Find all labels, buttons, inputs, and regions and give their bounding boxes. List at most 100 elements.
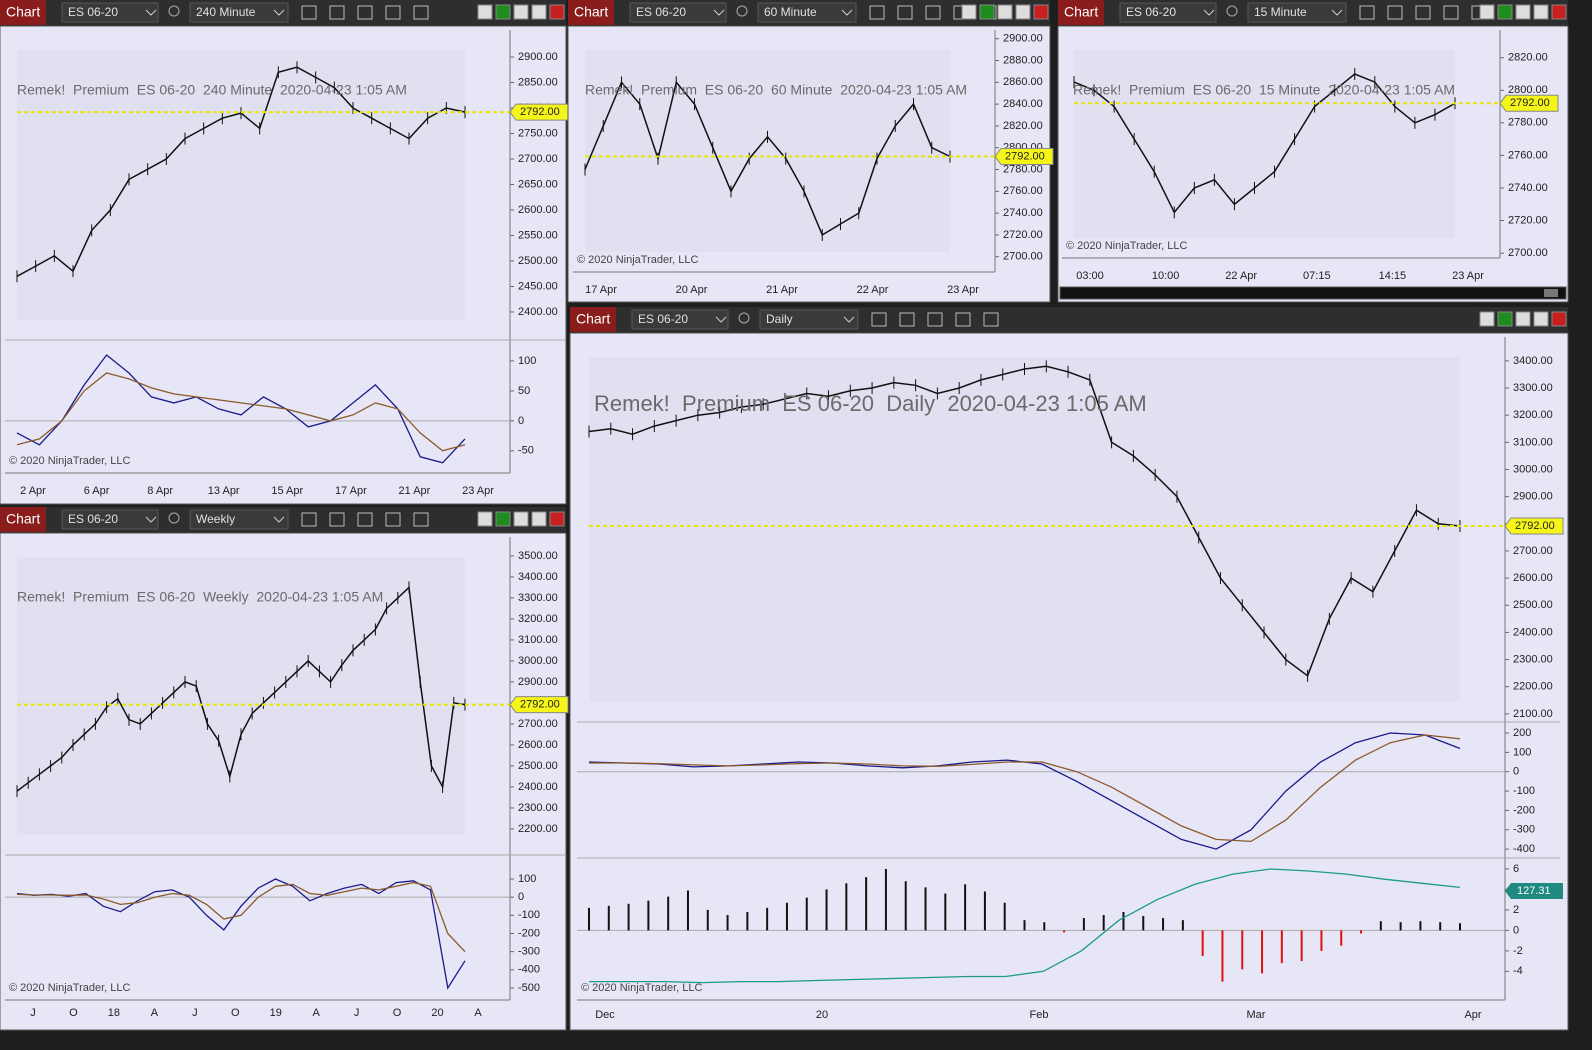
y-tick-label: 2200.00 <box>518 823 558 835</box>
tool-icon[interactable] <box>869 5 885 20</box>
close[interactable] <box>1033 4 1049 20</box>
tool-icon[interactable] <box>1415 5 1431 20</box>
window-green[interactable] <box>1497 311 1513 327</box>
interval-label: 240 Minute <box>196 5 256 19</box>
price-marker <box>994 147 1054 165</box>
maximize[interactable] <box>1015 4 1031 20</box>
window-green[interactable] <box>495 511 511 527</box>
value-marker-label: 127.31 <box>1517 885 1551 897</box>
tool-icon[interactable] <box>871 312 887 327</box>
tool-icon[interactable] <box>1443 5 1459 20</box>
minimize[interactable] <box>1479 311 1495 327</box>
tool-icon[interactable] <box>897 5 913 20</box>
minimize[interactable] <box>477 4 493 20</box>
restore[interactable] <box>1515 311 1531 327</box>
tool-icon[interactable] <box>925 5 941 20</box>
tool-icon[interactable] <box>357 512 373 527</box>
tool-icon[interactable] <box>301 5 317 20</box>
maximize[interactable] <box>1533 311 1549 327</box>
restore[interactable] <box>513 4 529 20</box>
y-tick-label: 2720.00 <box>1003 229 1043 241</box>
tool-icon[interactable] <box>329 512 345 527</box>
y-tick-label: 3000.00 <box>518 655 558 667</box>
price-marker-label: 2792.00 <box>520 699 560 711</box>
interval-select[interactable] <box>189 2 289 23</box>
restore[interactable] <box>997 4 1013 20</box>
x-tick-label: J <box>30 1007 36 1019</box>
y-tick-label: 2760.00 <box>1508 149 1548 161</box>
tool-icon[interactable] <box>899 312 915 327</box>
y-tick-label: -4 <box>1513 965 1523 977</box>
tool-icon[interactable] <box>983 312 999 327</box>
instrument-select[interactable] <box>1119 2 1217 23</box>
y-tick-label: 2600.00 <box>518 739 558 751</box>
tool-icon[interactable] <box>357 5 373 20</box>
tool-icon[interactable] <box>329 5 345 20</box>
interval-select[interactable] <box>189 509 289 530</box>
tool-icon[interactable] <box>1387 5 1403 20</box>
y-tick-label: 2200.00 <box>1513 681 1553 693</box>
y-tick-label: 2600.00 <box>518 204 558 216</box>
close[interactable] <box>549 511 565 527</box>
scrollbar[interactable] <box>1059 286 1567 300</box>
x-tick-label: 15 Apr <box>271 485 303 497</box>
tool-icon[interactable] <box>385 512 401 527</box>
chart-tab-label: Chart <box>6 4 40 20</box>
x-tick-label: 21 Apr <box>399 485 431 497</box>
search-icon[interactable] <box>168 5 180 17</box>
restore[interactable] <box>1515 4 1531 20</box>
search-icon[interactable] <box>168 512 180 524</box>
dropdown-arrow <box>1331 9 1343 16</box>
x-tick-label: 2 Apr <box>20 485 46 497</box>
close[interactable] <box>1551 4 1567 20</box>
restore[interactable] <box>513 511 529 527</box>
interval-select[interactable] <box>759 309 859 330</box>
maximize[interactable] <box>1533 4 1549 20</box>
scroll-thumb[interactable] <box>1544 289 1558 297</box>
interval-select[interactable] <box>1247 2 1347 23</box>
chart-title: Remek! Premium ES 06-20 Daily 2020-04-23… <box>594 391 1147 416</box>
y-tick-label: -500 <box>518 982 540 994</box>
search-icon[interactable] <box>1226 5 1238 17</box>
window-green[interactable] <box>979 4 995 20</box>
minimize[interactable] <box>1479 4 1495 20</box>
x-tick-label: Mar <box>1247 1009 1266 1021</box>
tool-icon[interactable] <box>413 512 429 527</box>
x-tick-label: J <box>354 1007 360 1019</box>
y-tick-label: 2 <box>1513 904 1519 916</box>
instrument-select[interactable] <box>61 2 159 23</box>
price-marker-label: 2792.00 <box>1515 520 1555 532</box>
y-tick-label: 2650.00 <box>518 178 558 190</box>
close[interactable] <box>1551 311 1567 327</box>
tool-icon[interactable] <box>413 5 429 20</box>
dropdown-arrow <box>1203 9 1215 16</box>
close[interactable] <box>549 4 565 20</box>
y-tick-label: 0 <box>1513 766 1519 778</box>
window-green[interactable] <box>495 4 511 20</box>
y-tick-label: -50 <box>518 445 534 457</box>
instrument-label: ES 06-20 <box>68 5 118 19</box>
instrument-select[interactable] <box>631 309 729 330</box>
y-tick-label: -200 <box>1513 804 1535 816</box>
maximize[interactable] <box>531 4 547 20</box>
instrument-select[interactable] <box>629 2 727 23</box>
minimize[interactable] <box>477 511 493 527</box>
y-tick-label: -400 <box>1513 843 1535 855</box>
search-icon[interactable] <box>736 5 748 17</box>
tool-icon[interactable] <box>1359 5 1375 20</box>
copyright: © 2020 NinjaTrader, LLC <box>581 982 702 994</box>
maximize[interactable] <box>531 511 547 527</box>
tool-icon[interactable] <box>301 512 317 527</box>
interval-select[interactable] <box>757 2 857 23</box>
y-tick-label: -2 <box>1513 945 1523 957</box>
search-icon[interactable] <box>738 312 750 324</box>
window-green[interactable] <box>1497 4 1513 20</box>
y-tick-label: 2900.00 <box>1003 33 1043 45</box>
minimize[interactable] <box>961 4 977 20</box>
band-shade <box>585 50 950 252</box>
instrument-select[interactable] <box>61 509 159 530</box>
y-tick-label: 2300.00 <box>518 802 558 814</box>
tool-icon[interactable] <box>927 312 943 327</box>
tool-icon[interactable] <box>385 5 401 20</box>
tool-icon[interactable] <box>955 312 971 327</box>
